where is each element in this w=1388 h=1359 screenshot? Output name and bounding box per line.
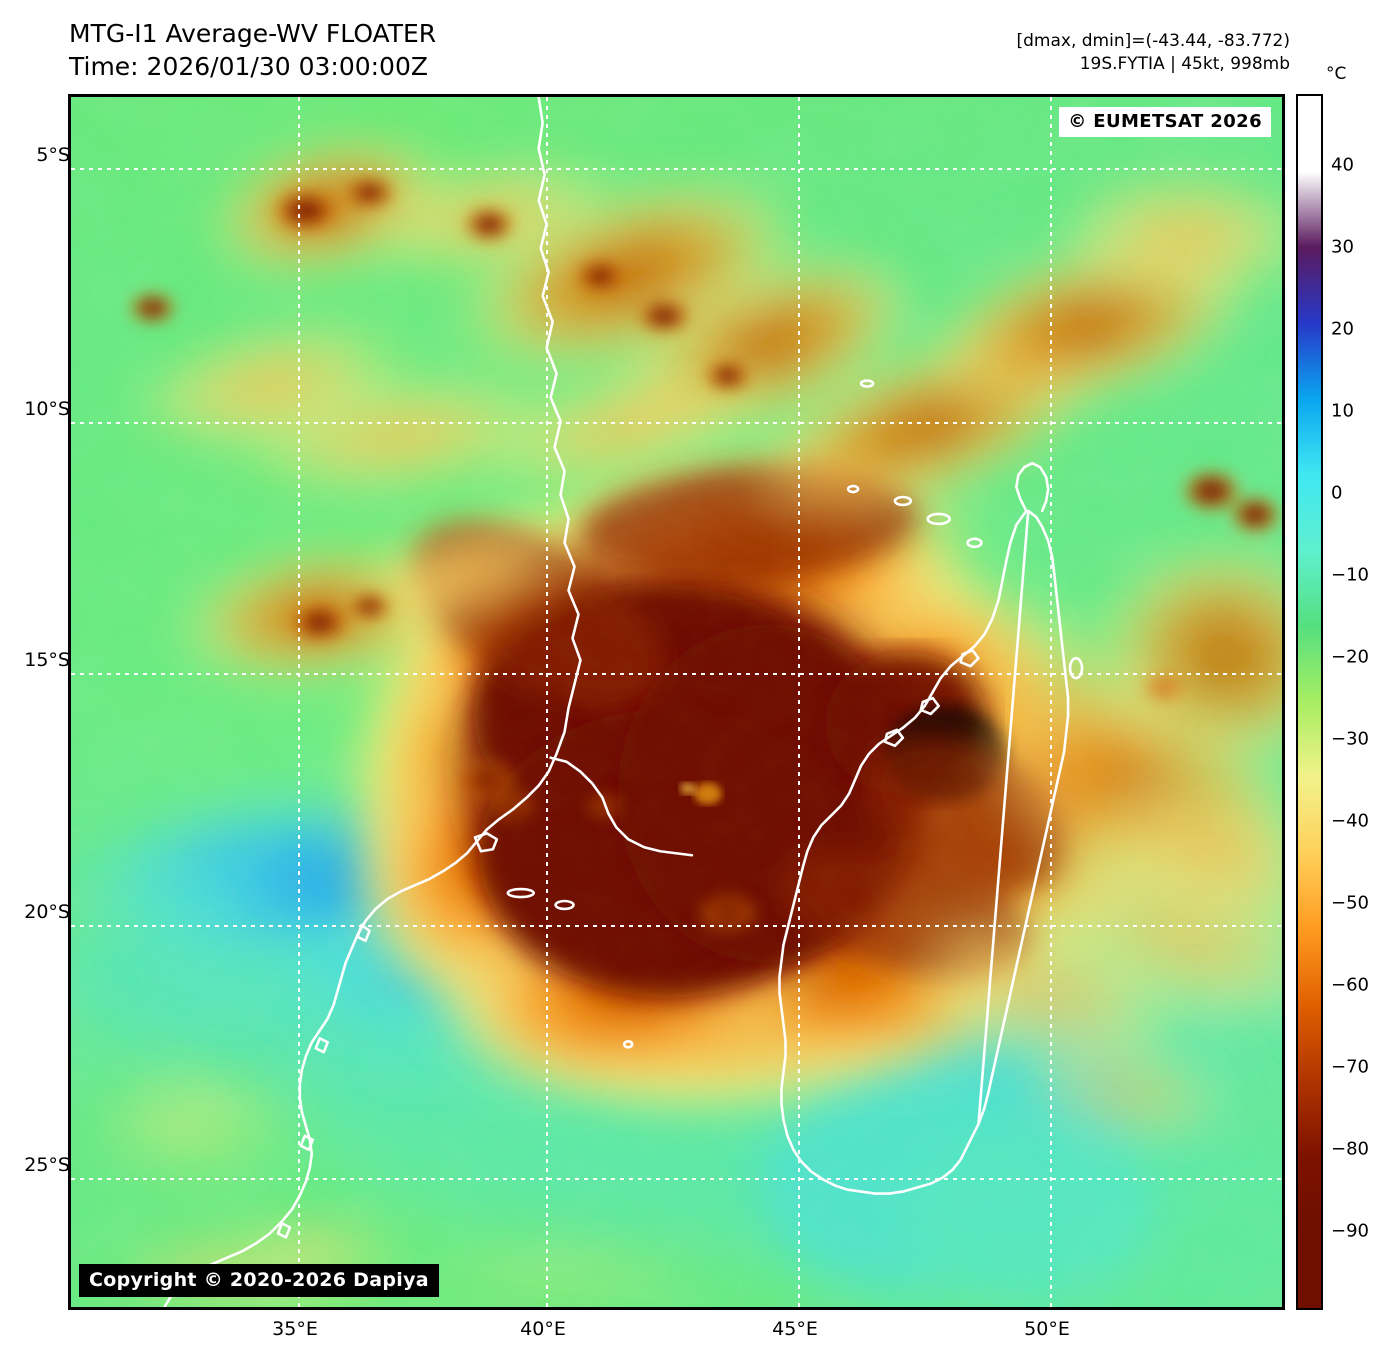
colorbar-tick-m60: −60: [1331, 974, 1369, 996]
metadata-block: [dmax, dmin]=(-43.44, -83.772) 19S.FYTIA…: [1017, 30, 1291, 76]
y-tick-10s: 10°S: [24, 398, 70, 420]
graticule-grid: [71, 97, 1282, 1307]
timestamp-label: Time: 2026/01/30 03:00:00Z: [69, 51, 428, 81]
gridline-lon-45e: [798, 97, 800, 1307]
colorbar-tick-m70: −70: [1331, 1056, 1369, 1078]
x-tick-50e: 50°E: [1024, 1318, 1070, 1340]
colorbar-tick-0: 0: [1331, 482, 1343, 504]
x-tick-45e: 45°E: [772, 1318, 818, 1340]
plot-inner: © EUMETSAT 2026 Copyright © 2020-2026 Da…: [71, 97, 1282, 1307]
dapiya-copyright-badge: Copyright © 2020-2026 Dapiya: [79, 1264, 439, 1297]
colorbar-tick-m10: −10: [1331, 564, 1369, 586]
y-tick-20s: 20°S: [24, 901, 70, 923]
colorbar-unit-label: °C: [1326, 64, 1347, 84]
colorbar-tick-m90: −90: [1331, 1220, 1369, 1242]
y-tick-5s: 5°S: [36, 144, 70, 166]
gridline-lat-15s: [71, 673, 1282, 675]
x-tick-40e: 40°E: [520, 1318, 566, 1340]
colorbar-tick-m50: −50: [1331, 892, 1369, 914]
colorbar-tick-m30: −30: [1331, 728, 1369, 750]
colorbar[interactable]: [1296, 94, 1323, 1310]
colorbar-tick-20: 20: [1331, 318, 1354, 340]
colorbar-gradient: [1298, 96, 1321, 1308]
coastline-overlay: [163, 97, 1084, 1307]
y-tick-15s: 15°S: [24, 649, 70, 671]
gridline-lat-25s: [71, 1178, 1282, 1180]
page-title: MTG-I1 Average-WV FLOATER: [69, 19, 437, 48]
satellite-imagery: [71, 97, 1282, 1307]
gridline-lat-10s: [71, 422, 1282, 424]
colorbar-tick-m80: −80: [1331, 1138, 1369, 1160]
gridline-lon-50e: [1050, 97, 1052, 1307]
gridline-lon-40e: [546, 97, 548, 1307]
gridline-lon-35e: [298, 97, 300, 1307]
gridline-lat-5s: [71, 168, 1282, 170]
colorbar-tick-m20: −20: [1331, 646, 1369, 668]
colorbar-tick-10: 10: [1331, 400, 1354, 422]
title-block: MTG-I1 Average-WV FLOATER Time: 2026/01/…: [69, 18, 436, 83]
colorbar-tick-40: 40: [1331, 154, 1354, 176]
eumetsat-copyright-badge: © EUMETSAT 2026: [1059, 107, 1271, 137]
storm-info-label: 19S.FYTIA | 45kt, 998mb: [1079, 53, 1290, 74]
colorbar-tick-m40: −40: [1331, 810, 1369, 832]
x-tick-35e: 35°E: [272, 1318, 318, 1340]
colorbar-tick-30: 30: [1331, 236, 1354, 258]
y-tick-25s: 25°S: [24, 1154, 70, 1176]
dminmax-label: [dmax, dmin]=(-43.44, -83.772): [1016, 31, 1291, 51]
satellite-image-plot[interactable]: © EUMETSAT 2026 Copyright © 2020-2026 Da…: [68, 94, 1285, 1310]
gridline-lat-20s: [71, 925, 1282, 927]
